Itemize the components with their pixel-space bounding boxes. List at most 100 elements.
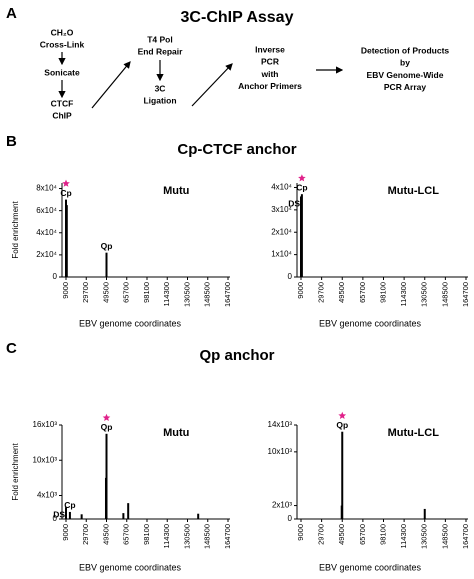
x-tick-label: 130500 — [420, 282, 429, 307]
point-label: DS — [288, 199, 300, 209]
y-tick-label: 0 — [53, 272, 58, 281]
panel-title: Qp anchor — [199, 347, 274, 364]
x-tick-label: 29700 — [317, 524, 326, 545]
arrow — [191, 63, 233, 107]
x-tick-label: 98100 — [378, 524, 387, 545]
x-tick-label: 49500 — [337, 282, 346, 303]
y-tick-label: 4x10³ — [37, 491, 57, 500]
point-label: Cp — [64, 500, 75, 510]
x-tick-label: 29700 — [317, 282, 326, 303]
point-label: Cp — [296, 182, 307, 192]
x-tick-label: 114300 — [399, 282, 408, 306]
bar — [197, 513, 200, 519]
step-text: EBV Genome-Wide — [367, 70, 444, 80]
y-tick-label: 4x10⁴ — [271, 183, 292, 192]
bar — [68, 511, 71, 519]
y-tick-label: 0 — [288, 272, 293, 281]
chart-title: Mutu-LCL — [388, 427, 440, 439]
star-marker — [298, 174, 306, 182]
x-tick-label: 49500 — [101, 282, 110, 303]
x-tick-label: 49500 — [101, 524, 110, 545]
bar — [80, 514, 83, 519]
x-tick-label: 164700 — [461, 524, 470, 549]
panel-label: A — [6, 5, 17, 22]
x-axis-label: EBV genome coordinates — [79, 318, 182, 328]
x-tick-label: 148500 — [203, 282, 212, 307]
y-tick-label: 4x10⁴ — [36, 228, 57, 237]
y-tick-label: 2x10⁴ — [36, 250, 57, 259]
step-text: PCR Array — [384, 82, 426, 92]
y-tick-label: 16x10³ — [33, 420, 58, 429]
y-tick-label: 10x10³ — [268, 447, 293, 456]
step-text: Ligation — [143, 96, 176, 106]
x-tick-label: 9000 — [296, 282, 305, 299]
y-tick-label: 10x10³ — [33, 455, 58, 464]
step-text: T4 Pol — [147, 34, 173, 44]
x-tick-label: 130500 — [182, 282, 191, 307]
chart-title: Mutu-LCL — [388, 185, 440, 197]
x-tick-label: 65700 — [358, 282, 367, 303]
diagram-title: 3C-ChIP Assay — [181, 9, 294, 26]
x-tick-label: 65700 — [358, 524, 367, 545]
step-text: Cross-Link — [40, 40, 85, 50]
chart-title: Mutu — [163, 185, 189, 197]
bar — [105, 433, 108, 519]
x-axis-label: EBV genome coordinates — [319, 562, 422, 572]
arrow — [91, 61, 131, 109]
x-tick-label: 114300 — [162, 524, 171, 548]
point-label: Qp — [336, 420, 348, 430]
x-tick-label: 130500 — [182, 524, 191, 549]
bar — [127, 503, 130, 519]
y-tick-label: 6x10⁴ — [36, 206, 57, 215]
step-text: by — [400, 58, 410, 68]
step-text: with — [261, 69, 279, 79]
bar — [341, 431, 344, 519]
x-tick-label: 114300 — [162, 282, 171, 306]
point-label: DS — [53, 510, 65, 520]
panel-title: Cp-CTCF anchor — [177, 141, 296, 158]
step-text: ChIP — [52, 111, 72, 121]
x-tick-label: 9000 — [296, 524, 305, 541]
bar — [300, 194, 303, 277]
star-marker — [62, 179, 70, 187]
y-tick-label: 8x10⁴ — [36, 184, 57, 193]
x-tick-label: 98100 — [378, 282, 387, 303]
step-text: 3C — [155, 83, 166, 93]
y-tick-label: 0 — [288, 514, 293, 523]
y-tick-label: 1x10⁴ — [271, 250, 292, 259]
y-tick-label: 2x10³ — [272, 501, 292, 510]
x-tick-label: 29700 — [81, 524, 90, 545]
step-text: Sonicate — [44, 67, 80, 77]
x-axis-label: EBV genome coordinates — [79, 562, 182, 572]
x-tick-label: 130500 — [420, 524, 429, 549]
x-tick-label: 148500 — [203, 524, 212, 549]
point-label: Qp — [101, 422, 113, 432]
star-marker — [102, 413, 111, 421]
step-text: CH₂O — [51, 27, 74, 37]
x-tick-label: 9000 — [61, 282, 70, 299]
x-tick-label: 164700 — [461, 282, 470, 307]
bar — [423, 508, 426, 519]
star-marker — [338, 411, 347, 419]
x-tick-label: 98100 — [142, 282, 151, 303]
x-tick-label: 29700 — [81, 282, 90, 303]
panel-label: B — [6, 133, 17, 150]
x-tick-label: 164700 — [223, 282, 232, 307]
y-tick-label: 14x10³ — [268, 420, 293, 429]
panel-label: C — [6, 340, 17, 357]
x-tick-label: 65700 — [122, 282, 131, 303]
step-text: CTCF — [51, 98, 74, 108]
bar — [105, 252, 108, 277]
x-tick-label: 114300 — [399, 524, 408, 548]
x-tick-label: 148500 — [440, 524, 449, 549]
x-tick-label: 65700 — [122, 524, 131, 545]
y-axis-label: Fold enrichment — [11, 443, 20, 501]
x-tick-label: 148500 — [440, 282, 449, 307]
y-axis-label: Fold enrichment — [11, 201, 20, 259]
step-text: Inverse — [255, 44, 285, 54]
point-label: Qp — [101, 241, 113, 251]
step-text: End Repair — [138, 47, 184, 57]
bar — [65, 507, 67, 519]
y-tick-label: 2x10⁴ — [271, 227, 292, 236]
